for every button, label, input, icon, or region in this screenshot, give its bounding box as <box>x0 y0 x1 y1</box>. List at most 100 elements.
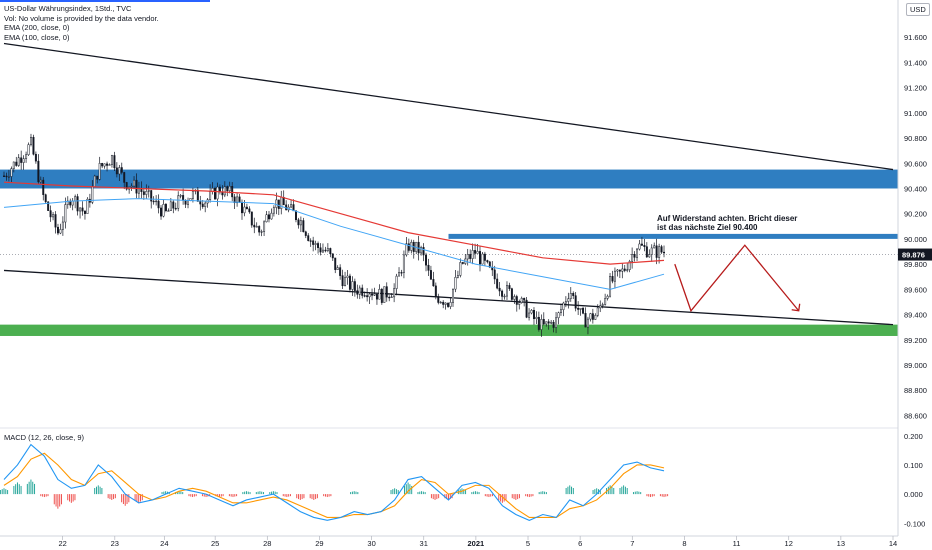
candle-body <box>640 243 643 246</box>
candle-body <box>380 288 383 303</box>
candle-body <box>452 288 454 303</box>
candle-body <box>530 309 533 314</box>
candle-body <box>83 210 86 214</box>
candle-body <box>456 275 459 278</box>
candle-body <box>601 304 604 306</box>
candle-body <box>299 220 302 226</box>
price-tick-label: 91.000 <box>904 109 927 118</box>
candle-body <box>39 179 42 183</box>
candle-body <box>493 269 496 280</box>
candle-body <box>532 309 535 320</box>
candle-body <box>27 144 30 155</box>
candle-body <box>302 220 305 233</box>
candle-body <box>496 278 499 289</box>
price-tick-label: 88.600 <box>904 411 927 420</box>
macd-tick-label: 0.000 <box>904 490 923 499</box>
candle-body <box>312 240 315 245</box>
candle-body <box>344 277 347 287</box>
candle-body <box>375 293 378 300</box>
candle-body <box>609 276 612 297</box>
candle-body <box>461 262 464 264</box>
candle-body <box>133 179 136 187</box>
candle-body <box>348 275 351 290</box>
time-tick-label: 6 <box>578 539 582 548</box>
candle-body <box>471 250 474 259</box>
top-accent-bar <box>0 0 210 2</box>
candle-body <box>199 201 202 205</box>
candle-body <box>618 269 621 272</box>
candle-body <box>270 212 273 220</box>
candle-body <box>564 301 567 304</box>
candle-body <box>106 163 109 166</box>
candle-body <box>125 182 128 190</box>
candle-body <box>582 307 585 314</box>
candle-body <box>44 194 47 203</box>
candle-body <box>317 243 320 248</box>
candle-body <box>604 298 607 305</box>
candle-body <box>586 318 589 328</box>
candle-body <box>432 279 435 287</box>
candle-body <box>228 186 231 192</box>
candle-body <box>177 195 180 209</box>
candle-body <box>167 210 170 212</box>
candle-body <box>631 254 634 262</box>
candle-body <box>172 201 175 209</box>
candle-body <box>216 186 219 200</box>
candle-body <box>59 229 62 234</box>
candle-body <box>660 246 663 253</box>
candle-body <box>255 226 258 228</box>
time-tick-label: 31 <box>420 539 428 548</box>
ema100-line <box>3 198 665 290</box>
candle-body <box>613 270 616 282</box>
candle-body <box>268 214 270 220</box>
candle-body <box>187 200 190 205</box>
candle-body <box>241 202 243 214</box>
candle-body <box>103 163 106 167</box>
candle-body <box>15 161 18 166</box>
candle-body <box>275 199 278 208</box>
price-tick-label: 89.400 <box>904 311 927 320</box>
candle-body <box>385 286 388 298</box>
candle-body <box>243 206 246 214</box>
candle-body <box>425 254 428 266</box>
candle-body <box>250 211 253 226</box>
current-price-badge <box>898 248 932 261</box>
candle-body <box>253 224 256 228</box>
currency-selector[interactable]: USD <box>906 3 930 16</box>
candle-body <box>191 191 194 199</box>
candle-body <box>233 196 236 204</box>
candle-body <box>501 290 504 297</box>
candle-body <box>76 196 79 212</box>
candle-body <box>648 254 651 258</box>
annotation-line-1: Auf Widerstand achten. Bricht dieser <box>657 214 798 223</box>
candle-body <box>326 248 329 251</box>
price-tick-label: 90.200 <box>904 210 927 219</box>
candle-body <box>400 272 403 274</box>
candle-body <box>606 295 609 299</box>
candle-body <box>162 204 165 217</box>
candle-body <box>346 275 349 278</box>
candle-body <box>515 296 518 305</box>
candle-body <box>390 296 393 298</box>
candle-body <box>402 254 405 273</box>
candle-body <box>115 167 118 175</box>
macd-tick-label: 0.100 <box>904 461 923 470</box>
annotation-text[interactable]: Auf Widerstand achten. Bricht dieser ist… <box>657 214 797 232</box>
candle-body <box>307 235 310 241</box>
candle-body <box>118 167 121 175</box>
volume-note: Vol: No volume is provided by the data v… <box>4 13 159 23</box>
candle-body <box>518 302 521 305</box>
candle-body <box>130 185 133 188</box>
candle-body <box>427 264 430 271</box>
candle-body <box>447 302 450 307</box>
chart-legend: US-Dollar Währungsindex, 1Std., TVC Vol:… <box>4 4 159 42</box>
candle-body <box>61 221 64 230</box>
candle-body <box>37 160 40 183</box>
price-tick-label: 91.200 <box>904 84 927 93</box>
candle-body <box>93 175 96 187</box>
candle-body <box>645 246 648 258</box>
ema200-label: EMA (200, close, 0) <box>4 23 70 33</box>
candle-body <box>152 200 155 203</box>
candle-body <box>383 286 386 303</box>
